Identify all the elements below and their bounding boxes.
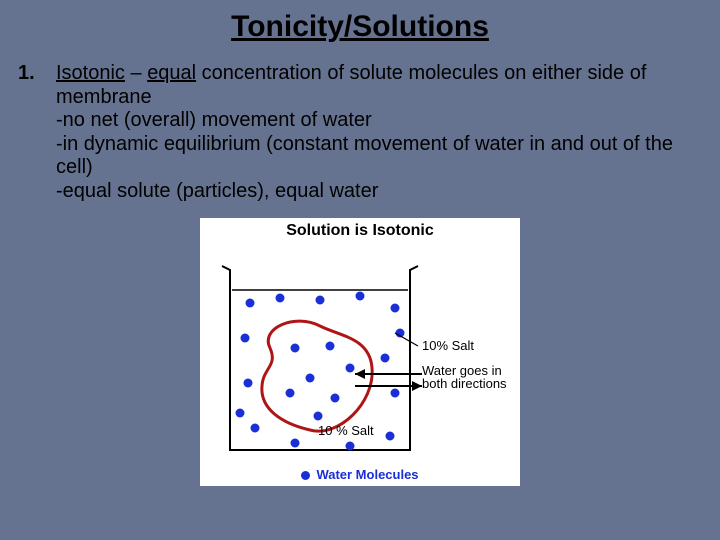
bullet-3: -equal solute (particles), equal water: [56, 180, 378, 202]
legend-dot-icon: [301, 471, 310, 480]
equal-word: equal: [147, 62, 196, 84]
arrow-label-line2: both directions: [422, 376, 507, 391]
legend: Water Molecules: [200, 467, 520, 482]
list-item: 1. Isotonic – equal concentration of sol…: [18, 62, 702, 204]
item-body: Isotonic – equal concentration of solute…: [56, 62, 702, 204]
inside-salt-label: 10 % Salt: [318, 423, 374, 438]
legend-text: Water Molecules: [316, 467, 418, 482]
outside-salt-label: 10% Salt: [422, 338, 474, 353]
term: Isotonic: [56, 62, 125, 84]
sep: –: [125, 62, 147, 84]
bullet-1: -no net (overall) movement of water: [56, 109, 372, 131]
figure-wrap: Solution is Isotonic 10% Salt Water goes…: [18, 218, 702, 486]
page-title: Tonicity/Solutions: [18, 10, 702, 44]
bullet-2: -in dynamic equilibrium (constant moveme…: [56, 133, 673, 179]
item-number: 1.: [18, 62, 40, 85]
slide: Tonicity/Solutions 1. Isotonic – equal c…: [0, 0, 720, 540]
arrow-label: Water goes in both directions: [422, 364, 507, 391]
isotonic-figure: Solution is Isotonic 10% Salt Water goes…: [200, 218, 520, 486]
